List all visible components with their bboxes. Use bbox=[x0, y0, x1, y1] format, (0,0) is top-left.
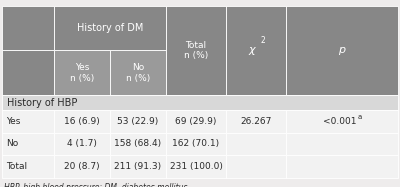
Text: 16 (6.9): 16 (6.9) bbox=[64, 117, 100, 126]
Text: 158 (68.4): 158 (68.4) bbox=[114, 140, 162, 148]
Text: 69 (29.9): 69 (29.9) bbox=[175, 117, 217, 126]
Bar bbox=[286, 6, 398, 95]
Bar bbox=[286, 155, 398, 178]
Text: Total
n (%): Total n (%) bbox=[184, 41, 208, 60]
Bar bbox=[54, 6, 166, 50]
Text: No: No bbox=[6, 140, 18, 148]
Text: 2: 2 bbox=[261, 36, 266, 45]
Bar bbox=[226, 110, 286, 133]
Text: a: a bbox=[358, 114, 362, 120]
Bar bbox=[110, 50, 166, 95]
Bar bbox=[2, 133, 54, 155]
Text: p: p bbox=[338, 45, 346, 56]
Bar bbox=[166, 133, 226, 155]
Bar bbox=[2, 95, 398, 110]
Text: HBP, high blood pressure; DM, diabetes mellitus.: HBP, high blood pressure; DM, diabetes m… bbox=[4, 183, 190, 187]
Text: 53 (22.9): 53 (22.9) bbox=[117, 117, 159, 126]
Bar bbox=[286, 133, 398, 155]
Bar bbox=[166, 110, 226, 133]
Text: 211 (91.3): 211 (91.3) bbox=[114, 162, 162, 171]
Text: 231 (100.0): 231 (100.0) bbox=[170, 162, 222, 171]
Bar bbox=[54, 50, 110, 95]
Text: Yes
n (%): Yes n (%) bbox=[70, 63, 94, 83]
Bar bbox=[2, 6, 54, 50]
Bar bbox=[54, 133, 110, 155]
Text: <0.001: <0.001 bbox=[323, 117, 357, 126]
Text: History of DM: History of DM bbox=[77, 23, 143, 33]
Bar bbox=[166, 155, 226, 178]
Bar bbox=[286, 110, 398, 133]
Text: 4 (1.7): 4 (1.7) bbox=[67, 140, 97, 148]
Bar bbox=[110, 133, 166, 155]
Bar bbox=[166, 6, 226, 95]
Bar bbox=[2, 155, 54, 178]
Text: 20 (8.7): 20 (8.7) bbox=[64, 162, 100, 171]
Bar bbox=[2, 50, 54, 95]
Text: Yes: Yes bbox=[6, 117, 20, 126]
Text: History of HBP: History of HBP bbox=[7, 98, 77, 108]
Text: 26.267: 26.267 bbox=[240, 117, 272, 126]
Bar bbox=[226, 133, 286, 155]
Text: χ: χ bbox=[249, 45, 255, 56]
Bar bbox=[54, 155, 110, 178]
Bar bbox=[226, 6, 286, 95]
Bar bbox=[54, 110, 110, 133]
Text: Total: Total bbox=[6, 162, 27, 171]
Text: No
n (%): No n (%) bbox=[126, 63, 150, 83]
Bar bbox=[110, 110, 166, 133]
Bar bbox=[226, 155, 286, 178]
Bar bbox=[2, 110, 54, 133]
Text: 162 (70.1): 162 (70.1) bbox=[172, 140, 220, 148]
Bar bbox=[110, 155, 166, 178]
